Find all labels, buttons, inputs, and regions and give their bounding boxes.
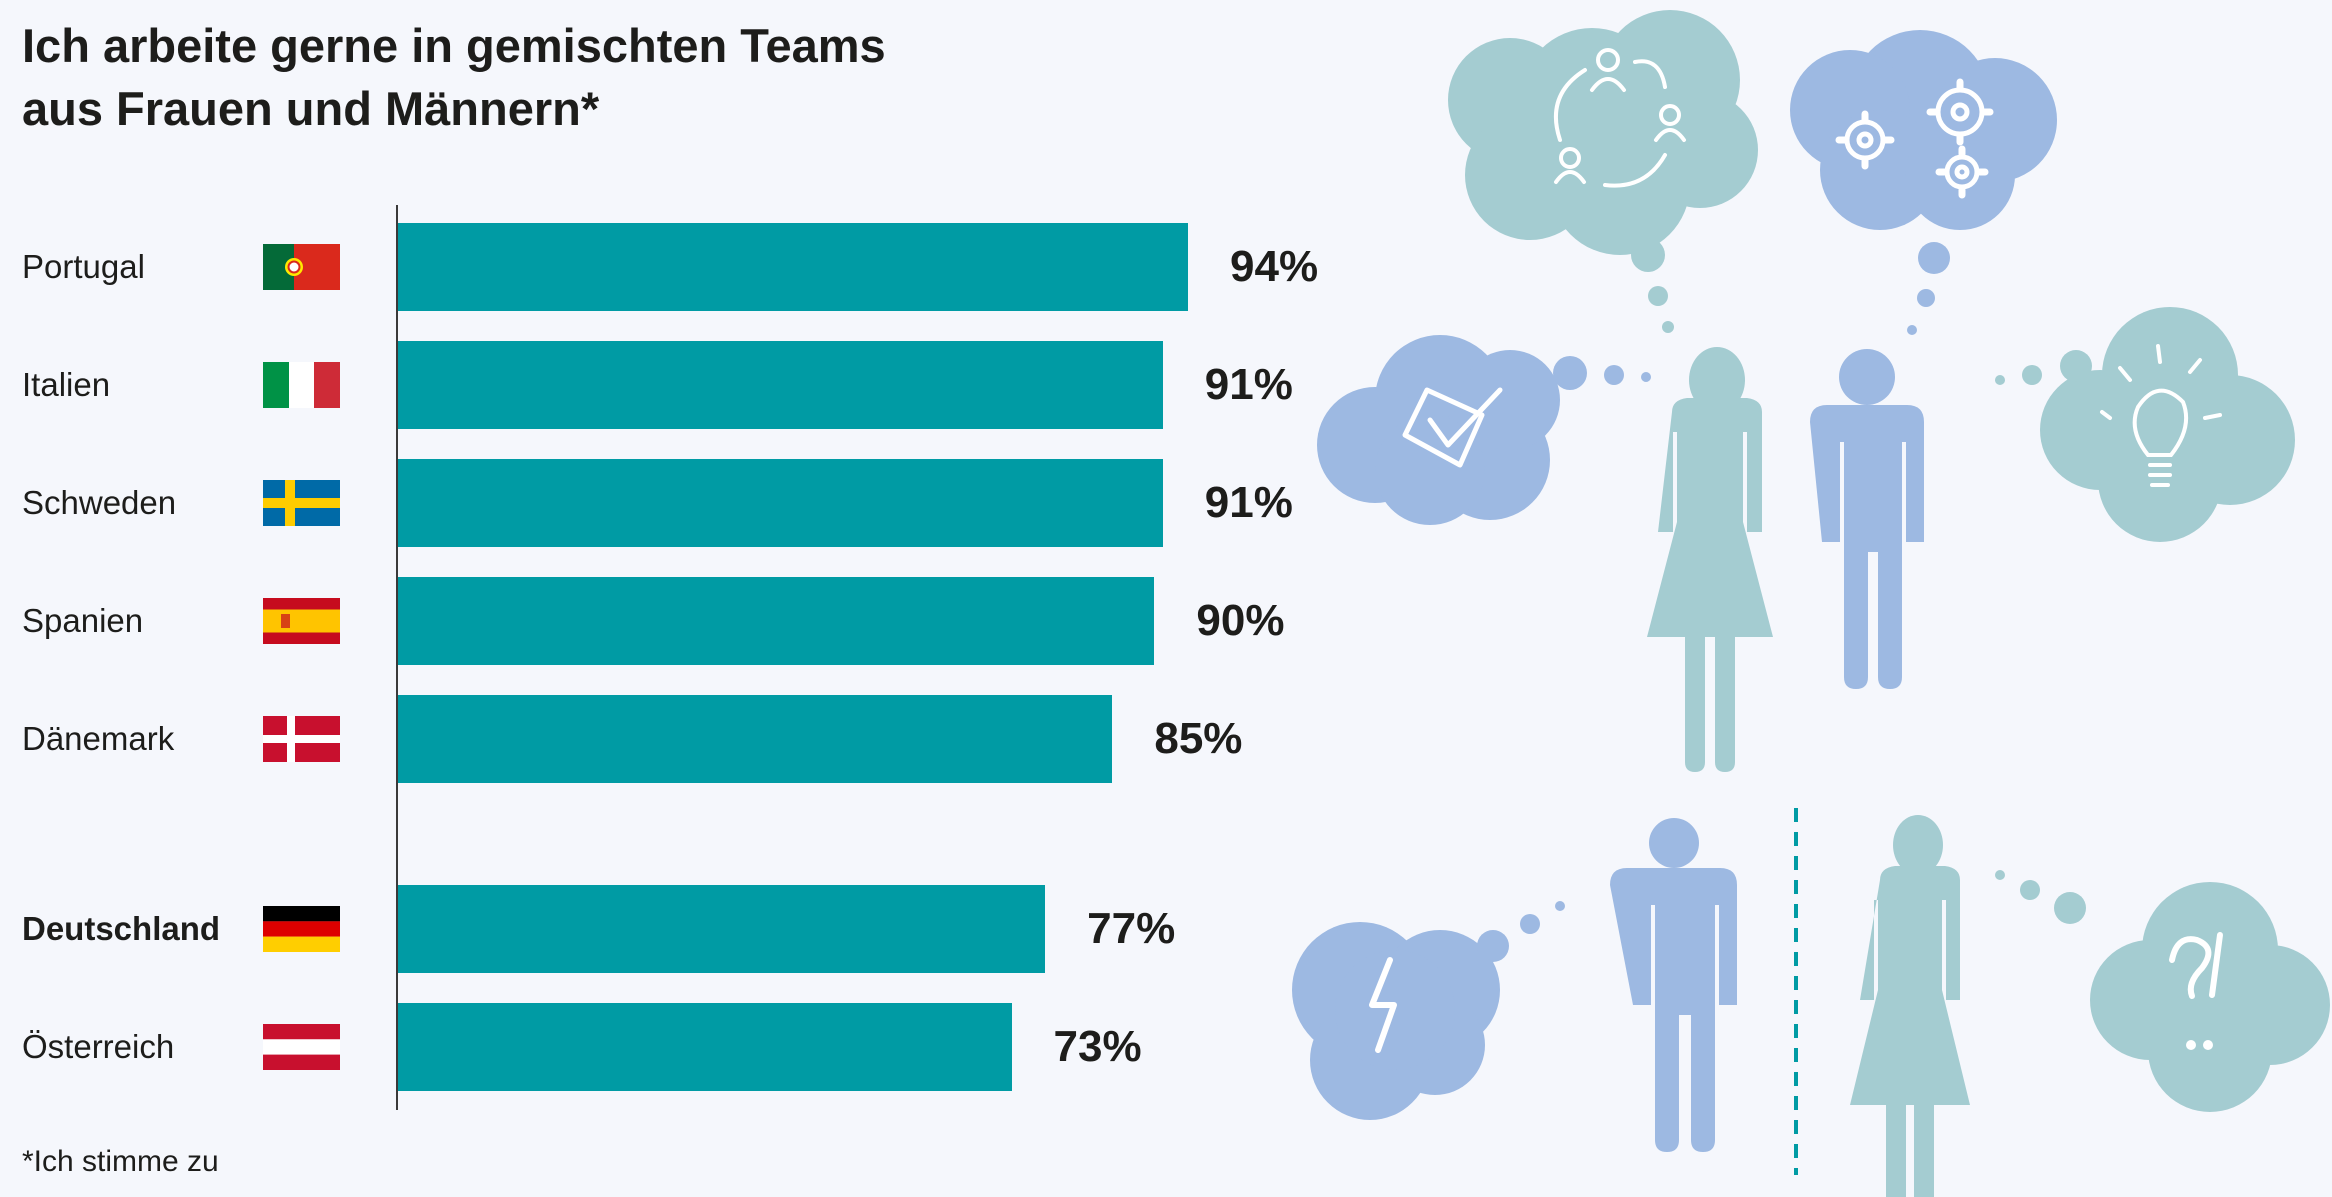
title-line-2: aus Frauen und Männern* — [22, 82, 600, 135]
woman-icon — [1647, 347, 1773, 772]
y-axis-line — [396, 205, 398, 1110]
bar-sterreich — [398, 1003, 1012, 1091]
bar-italien — [398, 341, 1163, 429]
category-label-sterreich: Österreich — [22, 1028, 175, 1065]
value-label-portugal: 94% — [1230, 242, 1319, 291]
thought-dots-3 — [1553, 356, 1651, 390]
flag-italy — [263, 362, 340, 408]
people-cycle-icon — [1448, 10, 1758, 255]
woman-icon-bottom — [1850, 815, 1970, 1197]
thought-dots-2 — [1907, 242, 1950, 335]
flag-spain — [263, 598, 340, 644]
value-label-deutschland: 77% — [1087, 904, 1176, 953]
footnote: *Ich stimme zu — [22, 1145, 219, 1178]
man-icon — [1810, 349, 1924, 689]
bar-deutschland — [398, 885, 1046, 973]
value-label-dnemark: 85% — [1154, 714, 1243, 763]
flag-austria — [263, 1024, 340, 1070]
value-label-italien: 91% — [1204, 360, 1293, 409]
thought-dots-6 — [1995, 870, 2086, 924]
flag-sweden — [263, 480, 340, 526]
title-line-1: Ich arbeite gerne in gemischten Teams — [22, 19, 886, 72]
category-label-dnemark: Dänemark — [22, 720, 175, 757]
category-label-schweden: Schweden — [22, 484, 177, 521]
thought-dots-4 — [1995, 350, 2092, 385]
value-label-schweden: 91% — [1204, 478, 1293, 527]
category-label-italien: Italien — [22, 366, 111, 403]
bar-portugal — [398, 223, 1188, 311]
category-label-portugal: Portugal — [22, 248, 145, 285]
gears-icon — [1790, 30, 2057, 230]
value-label-sterreich: 73% — [1053, 1022, 1142, 1071]
lightning-icon — [1292, 922, 1500, 1120]
category-label-spanien: Spanien — [22, 602, 144, 639]
bar-spanien — [398, 577, 1155, 665]
bar-dnemark — [398, 695, 1113, 783]
question-exclamation-icon — [2090, 882, 2330, 1112]
flag-germany — [263, 906, 340, 952]
flag-denmark — [263, 716, 340, 762]
checkmark-icon — [1317, 335, 1560, 525]
category-label-deutschland: Deutschland — [22, 910, 221, 947]
flag-portugal — [263, 244, 340, 290]
bar-schweden — [398, 459, 1163, 547]
thought-dots-5 — [1477, 901, 1565, 962]
illustration — [1292, 10, 2330, 1197]
thought-dots-1 — [1631, 238, 1674, 333]
value-label-spanien: 90% — [1196, 596, 1285, 645]
lightbulb-icon — [2040, 307, 2295, 542]
man-icon-bottom — [1610, 818, 1737, 1152]
page-title: Ich arbeite gerne in gemischten Teams au… — [22, 14, 886, 140]
